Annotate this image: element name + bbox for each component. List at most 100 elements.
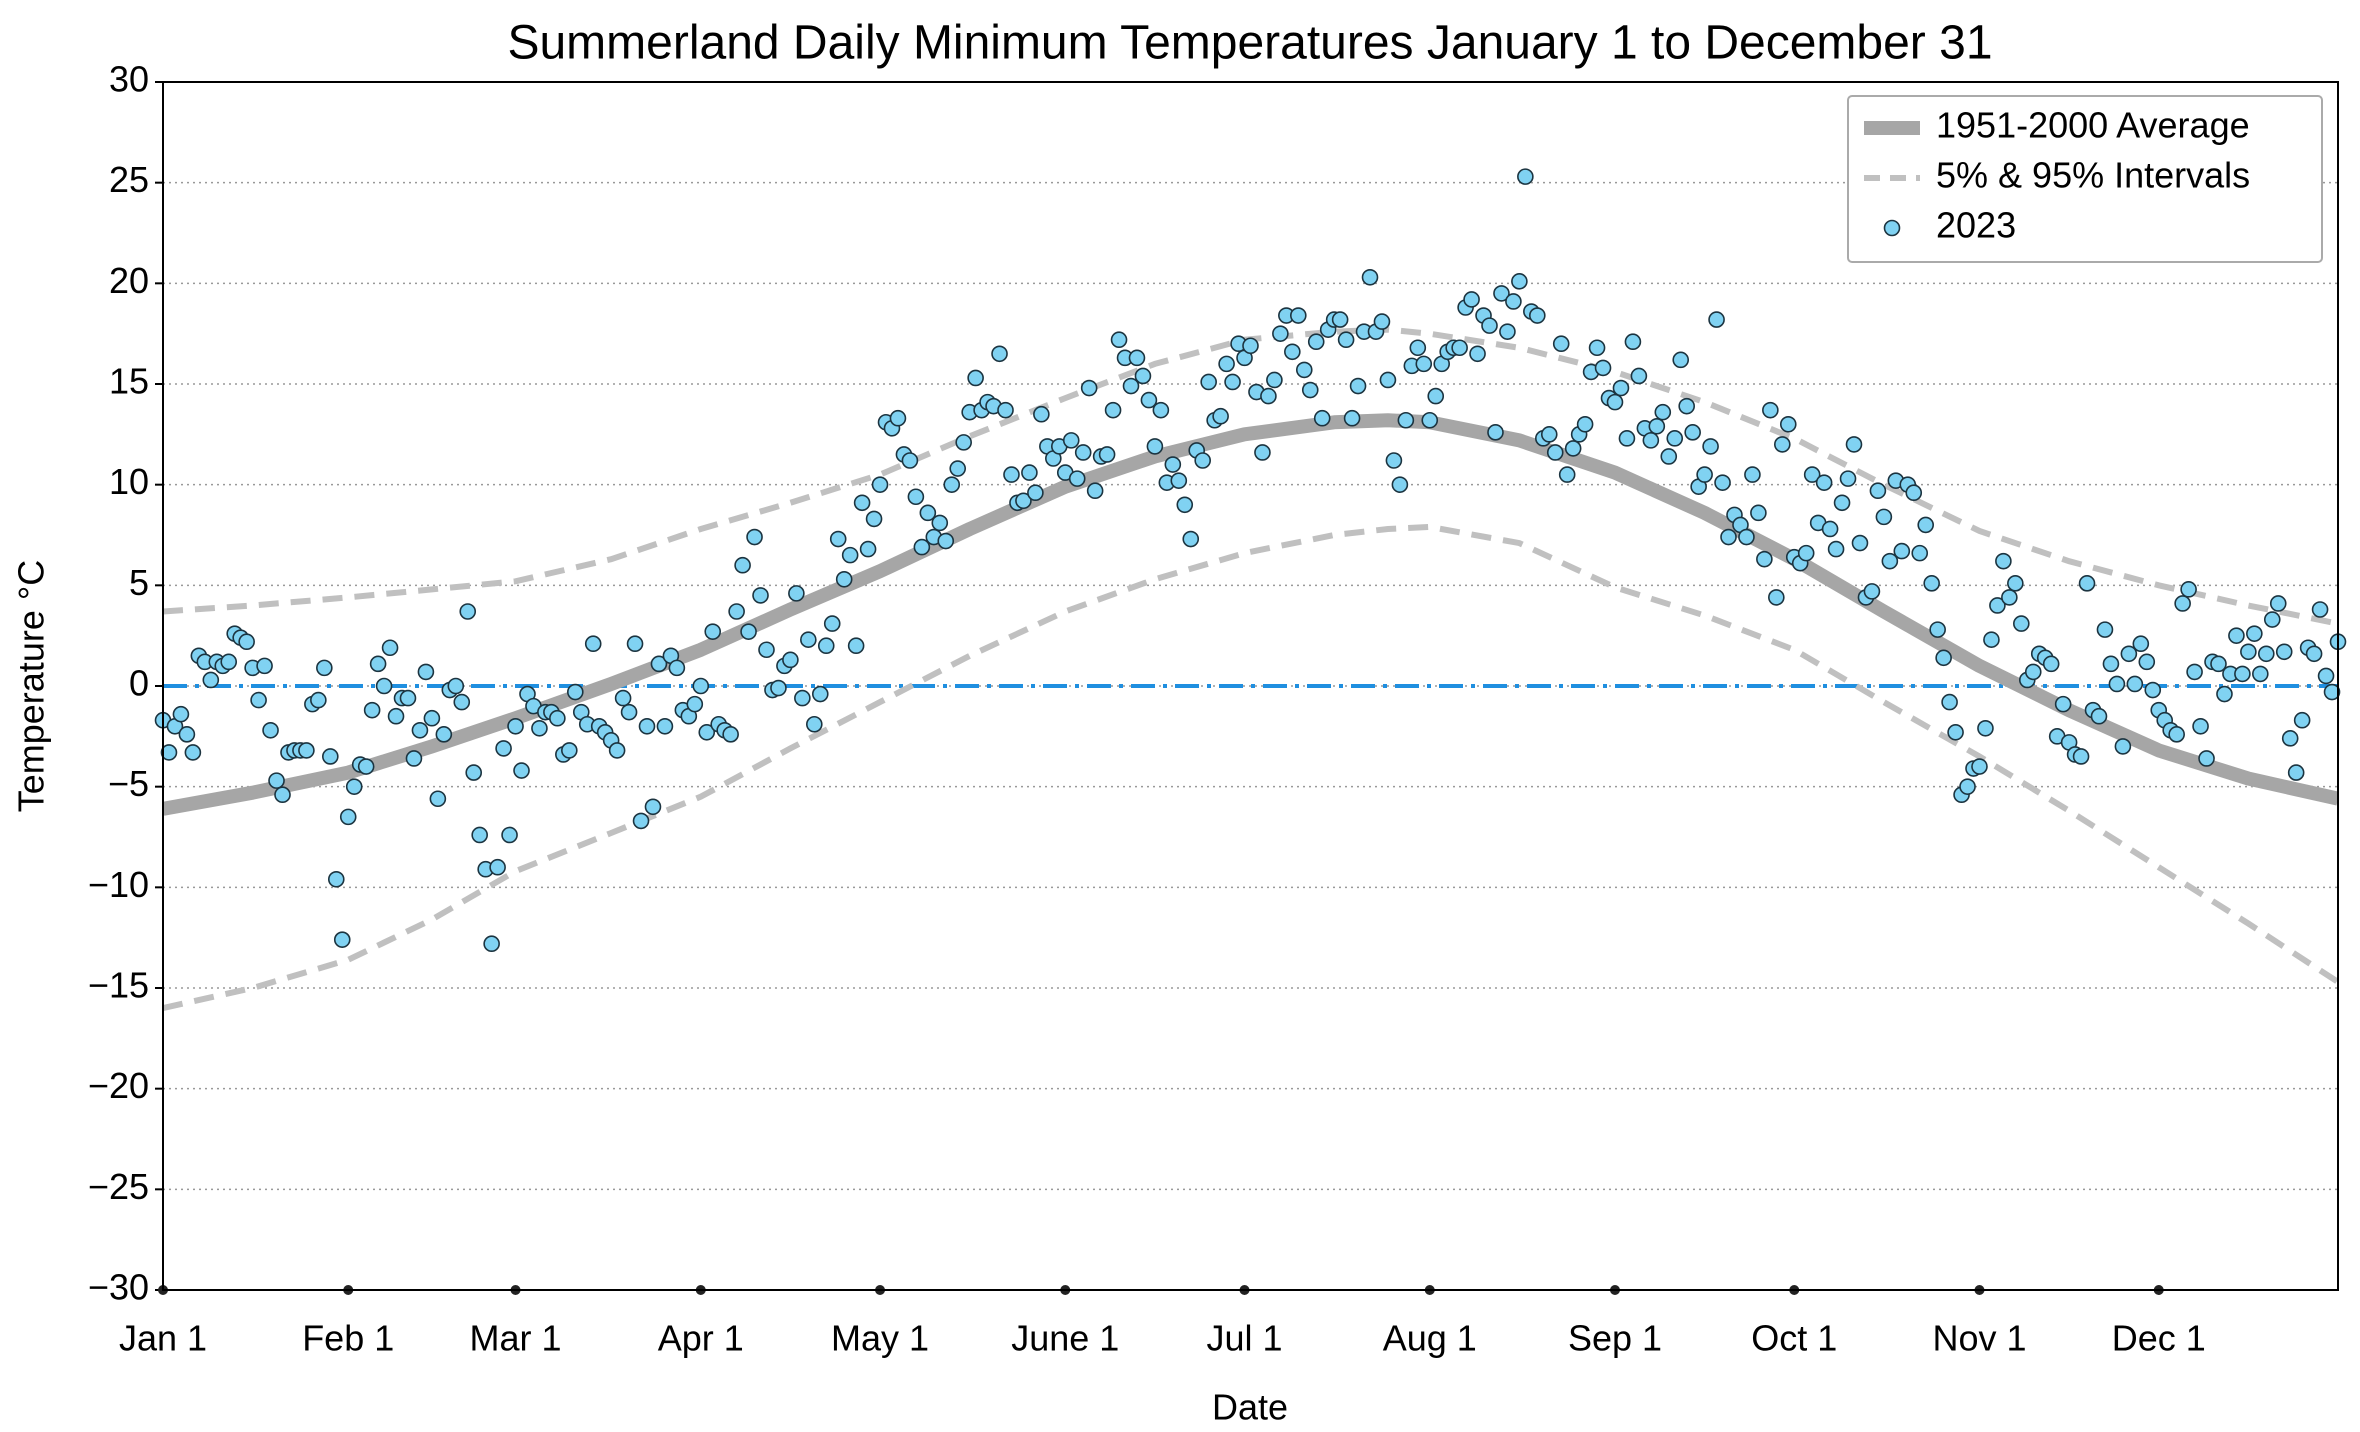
point <box>2287 764 2305 781</box>
point <box>1003 466 1020 483</box>
point <box>1558 466 1576 483</box>
point <box>871 476 889 493</box>
point <box>2174 595 2191 612</box>
point <box>531 719 548 737</box>
point <box>1134 367 1152 385</box>
point <box>2001 589 2018 606</box>
point <box>1702 438 1719 455</box>
legend-label: 1951-2000 Average <box>1936 105 2250 146</box>
point <box>2054 695 2072 713</box>
point <box>1212 407 1229 425</box>
point <box>1415 355 1433 373</box>
y-tick-label: 30 <box>109 59 149 100</box>
point <box>1182 530 1200 548</box>
point <box>2186 663 2203 681</box>
point <box>811 685 829 703</box>
point <box>1349 377 1367 395</box>
point <box>1618 430 1636 447</box>
point <box>608 742 626 759</box>
point <box>2138 653 2156 671</box>
point <box>1451 339 1468 357</box>
legend-label: 5% & 95% Intervals <box>1936 155 2250 196</box>
point <box>740 623 757 640</box>
point <box>937 532 955 550</box>
y-tick-label: 0 <box>129 663 149 704</box>
point <box>2281 730 2299 747</box>
point <box>1027 484 1044 502</box>
y-tick-label: 25 <box>109 159 149 200</box>
y-tick-label: −25 <box>88 1166 149 1207</box>
point <box>1361 268 1379 286</box>
point <box>1929 621 1946 638</box>
point <box>853 494 871 512</box>
y-tick-label: −5 <box>108 763 149 804</box>
point <box>310 691 327 709</box>
point <box>1971 758 1988 775</box>
point <box>1911 544 1929 562</box>
point <box>1624 333 1642 351</box>
point <box>1594 359 1612 377</box>
point <box>1260 387 1277 405</box>
point <box>1845 436 1863 453</box>
point <box>298 742 315 759</box>
x-tick-label: Apr 1 <box>658 1318 744 1359</box>
point <box>381 639 399 657</box>
point <box>202 671 220 689</box>
point <box>1469 345 1486 363</box>
average-line <box>163 413 2338 816</box>
x-axis-label: Date <box>1212 1387 1288 1428</box>
point <box>501 826 518 844</box>
point <box>823 615 841 632</box>
point <box>614 689 632 707</box>
point <box>322 748 339 765</box>
point <box>698 724 716 741</box>
point <box>238 633 255 651</box>
point <box>865 510 883 528</box>
x-tick-label: Feb 1 <box>302 1318 394 1359</box>
point <box>1756 550 1773 568</box>
plot-frame <box>162 81 2339 1291</box>
point <box>1839 470 1857 487</box>
point <box>339 808 357 826</box>
point <box>1385 452 1403 469</box>
y-tick-label: −10 <box>88 864 149 905</box>
point <box>1337 331 1355 349</box>
y-tick-label: −20 <box>88 1065 149 1106</box>
point <box>901 452 919 469</box>
point <box>632 812 650 830</box>
point <box>2120 645 2138 663</box>
point <box>327 870 345 888</box>
point <box>1576 415 1594 433</box>
point <box>2013 615 2030 632</box>
point <box>423 709 441 727</box>
point <box>2275 643 2293 661</box>
point <box>250 691 267 709</box>
point <box>1696 466 1713 483</box>
point <box>1977 719 1994 737</box>
point <box>363 701 381 719</box>
point <box>1941 693 1958 711</box>
point <box>1821 520 1839 538</box>
point <box>806 715 823 733</box>
point <box>2305 645 2323 663</box>
y-tick-label: −15 <box>88 965 149 1006</box>
point <box>943 476 961 493</box>
point <box>1080 379 1098 397</box>
x-tick-label: Jul 1 <box>1207 1318 1283 1359</box>
point <box>1672 351 1690 369</box>
point <box>1959 778 1976 795</box>
point <box>1917 516 1935 534</box>
point <box>2180 581 2197 598</box>
point <box>835 570 853 588</box>
point <box>2198 750 2215 767</box>
point <box>782 651 799 669</box>
point <box>1517 168 1534 185</box>
point <box>1869 482 1887 500</box>
point <box>1768 589 1785 606</box>
point <box>1552 335 1570 353</box>
point <box>1493 285 1510 302</box>
point <box>1128 349 1146 367</box>
point <box>1074 444 1092 461</box>
point <box>507 717 524 735</box>
point <box>817 637 835 655</box>
